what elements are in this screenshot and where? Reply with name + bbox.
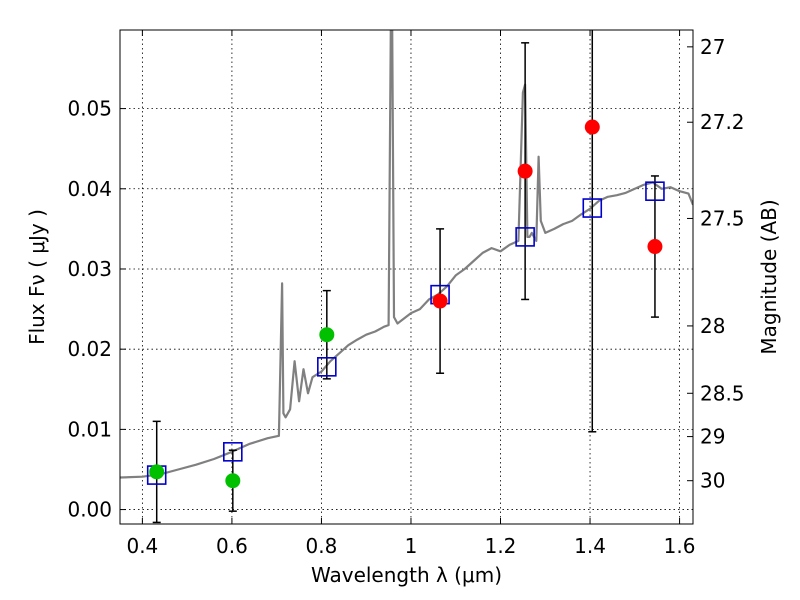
magnitude-tick-label: 28	[700, 314, 725, 338]
model-point	[515, 227, 535, 247]
detection-point	[517, 163, 533, 179]
y-axis-title: Flux Fν ( μJy )	[25, 209, 49, 345]
x-tick-label: 1	[405, 534, 418, 558]
nondetection-point	[225, 473, 241, 489]
model-point	[582, 198, 603, 218]
nondetection-point	[149, 464, 165, 480]
x-tick-label: 0.6	[216, 534, 248, 558]
magnitude-tick-label: 30	[700, 469, 725, 493]
series-clip-group	[120, 30, 693, 524]
axis-ticks: 0.4 0.6 0.8 1 1.2 1.4 1.6 0.00 0.01 0.02 0.03 0.04 0…	[67, 30, 745, 558]
magnitude-tick-label: 27	[700, 35, 725, 59]
detection-point	[432, 293, 448, 309]
x-tick-label: 0.8	[306, 534, 338, 558]
detection-point	[647, 239, 663, 255]
x-tick-label: 1.4	[574, 534, 606, 558]
x-tick-label: 1.2	[485, 534, 517, 558]
magnitude-tick-label: 29	[700, 425, 725, 449]
magnitude-tick-label: 28.5	[700, 381, 745, 405]
x-axis-title: Wavelength λ (μm)	[311, 563, 502, 587]
magnitude-axis-title: Magnitude (AB)	[757, 199, 781, 354]
model-point	[645, 181, 665, 201]
y-tick-label: 0.05	[67, 97, 112, 121]
model-point	[223, 442, 243, 462]
series	[120, 30, 693, 524]
detection-point	[584, 119, 600, 135]
y-tick-label: 0.02	[67, 337, 112, 361]
plot-frame	[119, 29, 694, 525]
magnitude-tick-label: 27.5	[700, 206, 745, 230]
y-tick-label: 0.00	[67, 498, 112, 522]
x-tick-label: 0.4	[126, 534, 158, 558]
nondetection-point	[319, 327, 335, 343]
y-tick-label: 0.03	[67, 257, 112, 281]
magnitude-tick-label: 27.2	[700, 110, 745, 134]
y-tick-label: 0.01	[67, 417, 112, 441]
x-tick-label: 1.6	[664, 534, 696, 558]
grid	[120, 30, 693, 524]
plot-area	[120, 30, 693, 524]
y-tick-label: 0.04	[67, 177, 112, 201]
model-point	[317, 357, 337, 377]
